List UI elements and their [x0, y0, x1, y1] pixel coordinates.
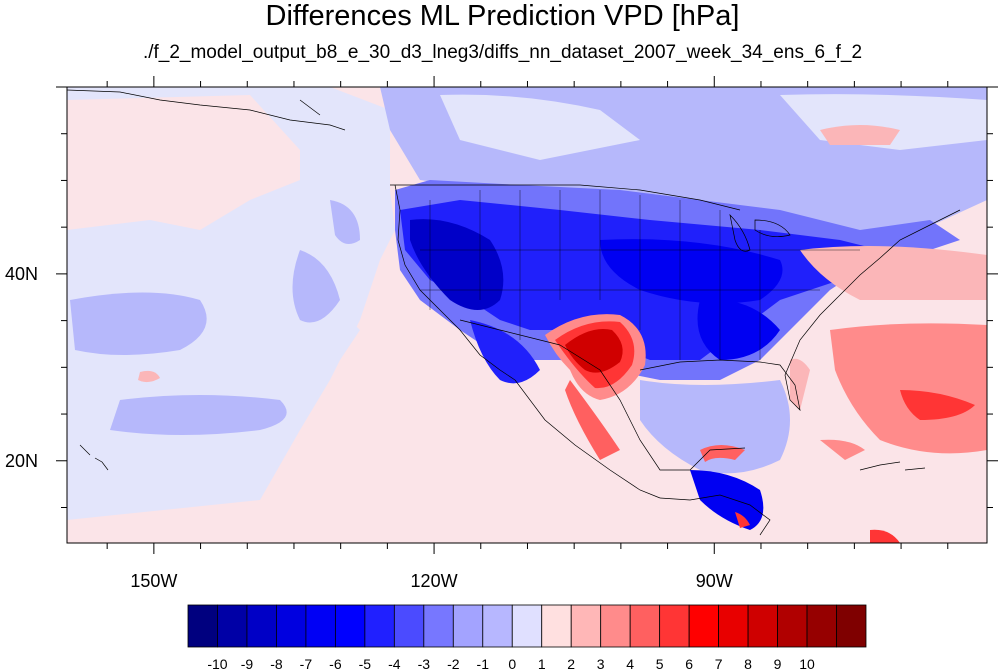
colorbar-label: -2	[447, 656, 460, 672]
atlantic-north-pink	[800, 246, 987, 300]
colorbar-label: 5	[655, 656, 664, 672]
map-subtitle: ./f_2_model_output_b8_e_30_d3_lneg3/diff…	[142, 42, 863, 63]
axis-ticks	[56, 76, 998, 554]
atlantic-dark-red	[900, 390, 975, 420]
central-america-coast	[659, 494, 771, 536]
colorbar-swatch	[187, 604, 218, 648]
pacific-blue-spot-1	[292, 250, 340, 323]
colorbar-swatch	[806, 604, 837, 648]
colorbar-label: 0	[508, 656, 517, 672]
colorbar-swatch	[688, 604, 720, 648]
colorbar-swatch	[600, 604, 631, 648]
colorbar	[187, 604, 867, 648]
lon-label: 90W	[695, 571, 733, 591]
colorbar-swatch	[777, 604, 808, 648]
caribbean-islands	[859, 461, 926, 471]
colorbar-label: 3	[596, 656, 605, 672]
us-canada-border	[390, 184, 741, 211]
colorbar-label: -4	[388, 656, 401, 672]
lon-label: 150W	[130, 571, 178, 591]
state-borders-horizontal	[420, 249, 860, 291]
central-america-dark-blue	[690, 470, 764, 530]
lat-label: 20N	[4, 450, 38, 471]
mexico-pacific-coast	[514, 379, 661, 499]
pacific-pink-spot	[138, 370, 160, 383]
colorbar-swatch	[482, 604, 513, 648]
florida-pink	[790, 358, 810, 410]
colorbar-swatch	[629, 604, 661, 648]
mexico-east-red-streak	[565, 380, 620, 460]
colorbar-label: -5	[358, 656, 372, 672]
colorbar-label: 7	[714, 656, 723, 672]
pacific-blue-spot-4	[110, 395, 287, 435]
pacific-blue-spot-3	[70, 292, 207, 355]
colorbar-label: -3	[417, 656, 431, 672]
colorbar-label: -1	[476, 656, 489, 672]
atlantic-red	[830, 323, 987, 454]
colorbar-label: 4	[626, 656, 635, 672]
colorbar-label: -7	[299, 656, 313, 672]
colorbar-swatch	[217, 604, 248, 648]
colorbar-swatch	[718, 604, 749, 648]
lat-label: 40N	[4, 263, 38, 284]
south-caribbean-red	[870, 529, 900, 543]
colorbar-swatch	[393, 604, 425, 648]
plains-dark-blue	[600, 239, 783, 304]
colorbar-label: 8	[744, 656, 752, 672]
state-borders	[429, 190, 761, 360]
colorbar-label: 2	[567, 656, 576, 672]
colorbar-swatch	[364, 604, 395, 648]
colorbar-label: 1	[537, 656, 546, 672]
colorbar-swatch	[570, 604, 602, 648]
gulf-west-coast	[559, 344, 746, 471]
colorbar-label: 10	[799, 656, 815, 672]
colorbar-swatch	[836, 604, 867, 648]
colorbar-swatch	[747, 604, 778, 648]
colorbar-label: -6	[329, 656, 342, 672]
colorbar-swatch	[305, 604, 336, 648]
great-lakes	[729, 213, 791, 252]
pacific-pink-patch	[67, 95, 300, 230]
texas-dark-red	[565, 329, 623, 373]
coastlines	[67, 89, 961, 536]
vpd-difference-field	[67, 87, 987, 543]
colorbar-label: 9	[773, 656, 782, 672]
colorbar-label: -10	[207, 656, 228, 672]
hawaii-islands	[79, 444, 109, 471]
colorbar-label: -8	[270, 656, 283, 672]
alaska-coast	[67, 89, 346, 131]
map-title: Differences ML Prediction VPD [hPa]	[265, 0, 740, 32]
nicaragua-red	[735, 512, 750, 528]
gulf-light-blue	[640, 380, 790, 474]
gulf-north-coast	[639, 359, 801, 412]
caribbean-red	[820, 439, 865, 460]
southeast-dark-blue	[697, 299, 780, 360]
colorbar-swatch	[334, 604, 366, 648]
colorbar-swatch	[246, 604, 277, 648]
lon-label: 120W	[410, 571, 458, 591]
canada-light-patch	[440, 94, 640, 160]
sonora-blue	[470, 320, 540, 384]
yucatan-red	[700, 445, 745, 462]
us-east-coast	[784, 209, 961, 376]
colorbar-swatch	[423, 604, 454, 648]
colorbar-label: -9	[240, 656, 254, 672]
colorbar-swatch	[659, 604, 690, 648]
colorbar-swatch	[452, 604, 484, 648]
colorbar-swatch	[276, 604, 307, 648]
pacific-blue-spot-2	[330, 200, 360, 244]
colorbar-swatch	[511, 604, 543, 648]
labrador-pink-patch	[820, 125, 900, 145]
colorbar-swatch	[541, 604, 572, 648]
colorbar-label: 6	[685, 656, 694, 672]
